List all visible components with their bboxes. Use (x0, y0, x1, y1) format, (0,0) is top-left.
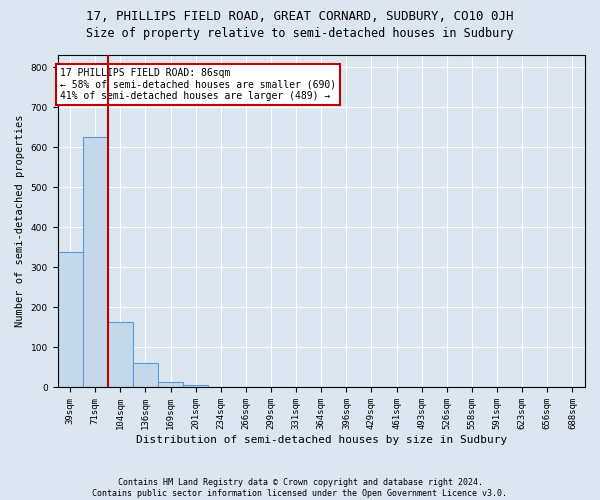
Text: Contains HM Land Registry data © Crown copyright and database right 2024.
Contai: Contains HM Land Registry data © Crown c… (92, 478, 508, 498)
Bar (133, 364, 158, 388)
Bar (158, 382, 183, 388)
Bar (108, 322, 133, 388)
Bar (183, 385, 208, 388)
Text: 17, PHILLIPS FIELD ROAD, GREAT CORNARD, SUDBURY, CO10 0JH: 17, PHILLIPS FIELD ROAD, GREAT CORNARD, … (86, 10, 514, 23)
Bar (83, 137, 108, 388)
Y-axis label: Number of semi-detached properties: Number of semi-detached properties (15, 115, 25, 328)
X-axis label: Distribution of semi-detached houses by size in Sudbury: Distribution of semi-detached houses by … (136, 435, 507, 445)
Bar (58, 252, 83, 388)
Text: 17 PHILLIPS FIELD ROAD: 86sqm
← 58% of semi-detached houses are smaller (690)
41: 17 PHILLIPS FIELD ROAD: 86sqm ← 58% of s… (60, 68, 336, 102)
Text: Size of property relative to semi-detached houses in Sudbury: Size of property relative to semi-detach… (86, 28, 514, 40)
